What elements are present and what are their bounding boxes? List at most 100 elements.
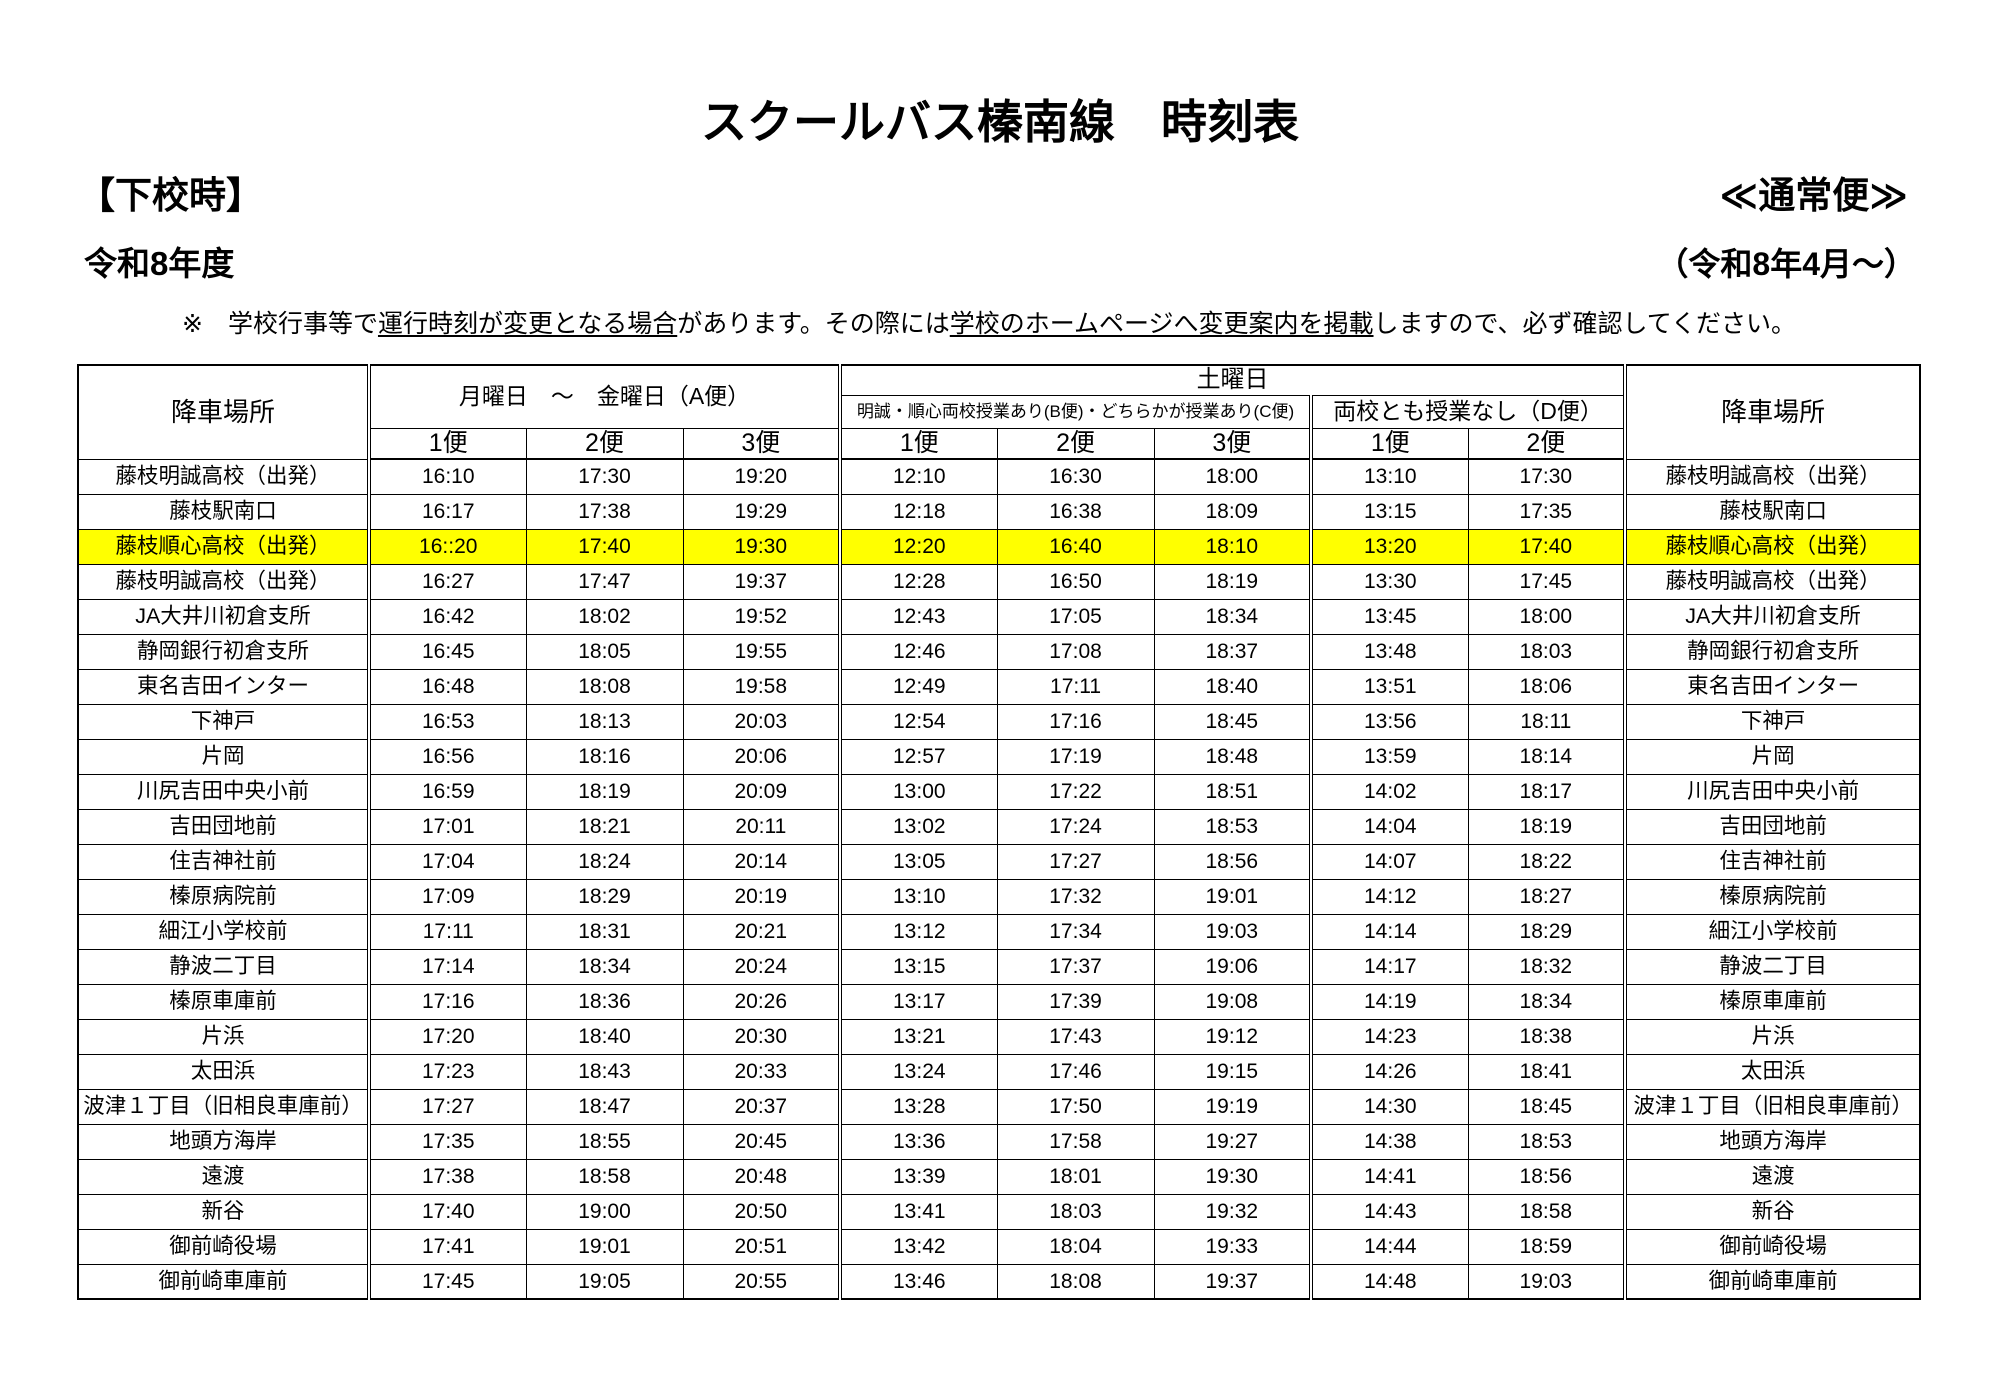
departure-time-cell: 14:07 bbox=[1309, 843, 1469, 880]
departure-time-cell: 18:10 bbox=[1153, 528, 1312, 565]
departure-time-cell: 18:06 bbox=[1467, 668, 1626, 705]
trip-label: 3便 bbox=[682, 427, 841, 460]
timetable-row: 東名吉田インター 16:48 18:08 19:58 12:49 17:11 18:40 13… bbox=[77, 668, 1921, 705]
departure-time-cell: 18:02 bbox=[525, 598, 684, 635]
departure-time-cell: 18:34 bbox=[1153, 598, 1312, 635]
timetable-row: 細江小学校前 17:11 18:31 20:21 13:12 17:34 19:03 14:1… bbox=[77, 913, 1921, 950]
departure-time-cell: 19:32 bbox=[1153, 1193, 1312, 1230]
departure-time-cell: 16::20 bbox=[367, 528, 527, 565]
departure-time-cell: 12:43 bbox=[838, 598, 998, 635]
departure-time-cell: 18:45 bbox=[1467, 1088, 1626, 1125]
timetable: 降車場所 月曜日 ～ 金曜日（A便） 土曜日 降車場所 明誠・順心両校授業あり(… bbox=[77, 364, 1922, 1300]
stop-name-cell-right: 波津１丁目（旧相良車庫前） bbox=[1623, 1088, 1921, 1125]
departure-time-cell: 20:30 bbox=[682, 1018, 841, 1055]
timetable-row: 御前崎役場 17:41 19:01 20:51 13:42 18:04 19:33 14:44… bbox=[77, 1228, 1921, 1265]
departure-time-cell: 18:32 bbox=[1467, 948, 1626, 985]
departure-time-cell: 20:11 bbox=[682, 808, 841, 845]
departure-time-cell: 18:22 bbox=[1467, 843, 1626, 880]
stop-name-cell: 藤枝順心高校（出発） bbox=[77, 528, 370, 565]
departure-time-cell: 18:04 bbox=[996, 1228, 1155, 1265]
stop-name-cell-right: 東名吉田インター bbox=[1623, 668, 1921, 705]
header-row: 明誠・順心両校授業あり(B便)・どちらかが授業あり(C便) 両校とも授業なし（D… bbox=[78, 394, 1920, 429]
departure-time-cell: 18:14 bbox=[1467, 738, 1626, 775]
stop-name-cell: 遠渡 bbox=[77, 1158, 370, 1195]
departure-time-cell: 12:54 bbox=[838, 703, 998, 740]
timetable-row: 藤枝駅南口 16:17 17:38 19:29 12:18 16:38 18:09 13:15… bbox=[77, 493, 1921, 530]
timetable-row: 下神戸 16:53 18:13 20:03 12:54 17:16 18:45 13:56 18… bbox=[77, 703, 1921, 740]
departure-time-cell: 17:37 bbox=[996, 948, 1155, 985]
departure-time-cell: 18:36 bbox=[525, 983, 684, 1020]
stop-name-cell: 川尻吉田中央小前 bbox=[77, 773, 370, 810]
departure-time-cell: 17:40 bbox=[367, 1193, 527, 1230]
departure-time-cell: 18:53 bbox=[1467, 1123, 1626, 1160]
stop-name-cell: 榛原病院前 bbox=[77, 878, 370, 915]
timetable-row: 藤枝明誠高校（出発） 16:10 17:30 19:20 12:10 16:30 18:00… bbox=[77, 458, 1921, 495]
stop-name-cell: 藤枝明誠高校（出発） bbox=[77, 458, 370, 495]
departure-time-cell: 18:00 bbox=[1153, 458, 1312, 495]
departure-time-cell: 20:48 bbox=[682, 1158, 841, 1195]
departure-time-cell: 17:35 bbox=[1467, 493, 1626, 530]
header-row: 降車場所 月曜日 ～ 金曜日（A便） 土曜日 降車場所 bbox=[77, 364, 1921, 460]
stop-name-cell: 片浜 bbox=[77, 1018, 370, 1055]
departure-time-cell: 12:20 bbox=[838, 528, 998, 565]
departure-time-cell: 12:28 bbox=[838, 563, 998, 600]
stop-name-cell: 新谷 bbox=[77, 1193, 370, 1230]
departure-time-cell: 17:34 bbox=[996, 913, 1155, 950]
departure-time-cell: 17:05 bbox=[996, 598, 1155, 635]
departure-time-cell: 19:37 bbox=[1153, 1263, 1312, 1300]
departure-time-cell: 17:24 bbox=[996, 808, 1155, 845]
effective-date-label: （令和8年4月～） bbox=[1656, 246, 1916, 282]
trip-label: 1便 bbox=[838, 427, 998, 460]
timetable-row: 波津１丁目（旧相良車庫前） 17:27 18:47 20:37 13:28 17:50 19… bbox=[77, 1088, 1921, 1125]
departure-time-cell: 17:45 bbox=[1467, 563, 1626, 600]
departure-time-cell: 16:17 bbox=[367, 493, 527, 530]
departure-time-cell: 19:37 bbox=[682, 563, 841, 600]
departure-time-cell: 12:57 bbox=[838, 738, 998, 775]
service-type-label: ≪通常便≫ bbox=[1719, 175, 1908, 216]
timetable-row: 遠渡 17:38 18:58 20:48 13:39 18:01 19:30 14:41 18:… bbox=[77, 1158, 1921, 1195]
departure-time-cell: 19:33 bbox=[1153, 1228, 1312, 1265]
departure-time-cell: 18:31 bbox=[525, 913, 684, 950]
departure-time-cell: 20:09 bbox=[682, 773, 841, 810]
trip-label-row: 1便 2便 3便 1便 2便 3便 1便 2便 bbox=[78, 427, 1920, 460]
departure-time-cell: 16:50 bbox=[996, 563, 1155, 600]
departure-time-cell: 17:09 bbox=[367, 878, 527, 915]
departure-time-cell: 18:41 bbox=[1467, 1053, 1626, 1090]
timetable-header: 降車場所 月曜日 ～ 金曜日（A便） 土曜日 降車場所 明誠・順心両校授業あり(… bbox=[77, 364, 1921, 460]
saturday-d-header: 両校とも授業なし（D便） bbox=[1309, 394, 1626, 429]
stop-name-cell: 地頭方海岸 bbox=[77, 1123, 370, 1160]
page-title: スクールバス榛南線 時刻表 bbox=[701, 96, 1299, 148]
stop-name-cell: 御前崎車庫前 bbox=[77, 1263, 370, 1300]
departure-time-cell: 13:28 bbox=[838, 1088, 998, 1125]
departure-time-cell: 13:30 bbox=[1309, 563, 1469, 600]
departure-time-cell: 17:40 bbox=[1467, 528, 1626, 565]
departure-time-cell: 18:13 bbox=[525, 703, 684, 740]
timetable-row: 片浜 17:20 18:40 20:30 13:21 17:43 19:12 14:23 18:… bbox=[77, 1018, 1921, 1055]
departure-time-cell: 14:48 bbox=[1309, 1263, 1469, 1300]
departure-time-cell: 19:15 bbox=[1153, 1053, 1312, 1090]
departure-time-cell: 19:00 bbox=[525, 1193, 684, 1230]
departure-time-cell: 18:19 bbox=[1467, 808, 1626, 845]
stop-name-cell: JA大井川初倉支所 bbox=[77, 598, 370, 635]
stop-name-cell: 静岡銀行初倉支所 bbox=[77, 633, 370, 670]
departure-time-cell: 16:42 bbox=[367, 598, 527, 635]
stop-name-cell-right: JA大井川初倉支所 bbox=[1623, 598, 1921, 635]
departure-time-cell: 17:43 bbox=[996, 1018, 1155, 1055]
departure-time-cell: 12:49 bbox=[838, 668, 998, 705]
departure-time-cell: 18:37 bbox=[1153, 633, 1312, 670]
departure-time-cell: 18:48 bbox=[1153, 738, 1312, 775]
departure-time-cell: 14:43 bbox=[1309, 1193, 1469, 1230]
departure-time-cell: 17:22 bbox=[996, 773, 1155, 810]
stop-name-cell: 榛原車庫前 bbox=[77, 983, 370, 1020]
departure-time-cell: 18:58 bbox=[525, 1158, 684, 1195]
departure-time-cell: 20:24 bbox=[682, 948, 841, 985]
stop-name-cell-right: 新谷 bbox=[1623, 1193, 1921, 1230]
timetable-row: 住吉神社前 17:04 18:24 20:14 13:05 17:27 18:56 14:07… bbox=[77, 843, 1921, 880]
departure-time-cell: 18:29 bbox=[1467, 913, 1626, 950]
departure-time-cell: 19:19 bbox=[1153, 1088, 1312, 1125]
departure-time-cell: 18:34 bbox=[1467, 983, 1626, 1020]
departure-time-cell: 17:41 bbox=[367, 1228, 527, 1265]
stop-name-cell-right: 遠渡 bbox=[1623, 1158, 1921, 1195]
stop-name-cell: 波津１丁目（旧相良車庫前） bbox=[77, 1088, 370, 1125]
notice-text: 学校行事等で bbox=[227, 310, 378, 338]
